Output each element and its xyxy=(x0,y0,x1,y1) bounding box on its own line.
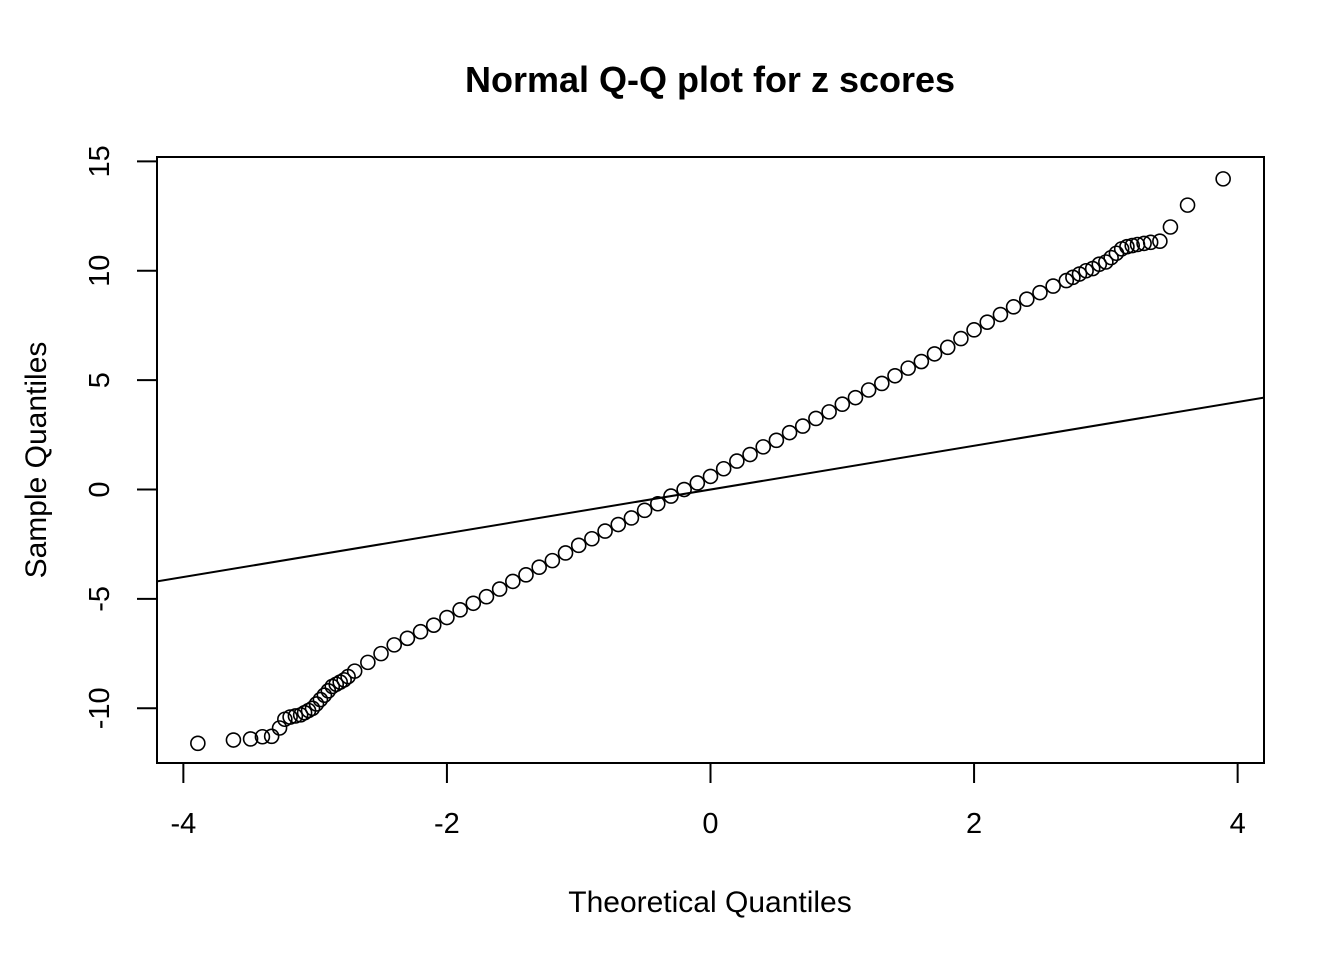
data-point xyxy=(939,339,956,356)
data-point xyxy=(452,602,468,618)
data-point xyxy=(649,495,666,512)
data-point xyxy=(887,367,903,384)
data-point xyxy=(225,732,242,748)
data-point xyxy=(190,735,206,752)
data-point xyxy=(1098,254,1114,270)
data-point xyxy=(979,314,996,330)
x-tick-label: 2 xyxy=(966,808,982,840)
y-tick-label: 15 xyxy=(84,145,116,177)
data-point xyxy=(439,609,455,626)
data-point xyxy=(557,545,574,561)
data-point xyxy=(1119,238,1135,255)
data-point xyxy=(1091,256,1108,272)
data-point xyxy=(1152,233,1168,250)
data-point xyxy=(610,516,627,533)
data-point xyxy=(518,567,534,583)
plot-area: -4 -2 0 2 4 -10 -5 0 5 10 15 xyxy=(84,145,1265,840)
data-point xyxy=(336,672,352,688)
data-point xyxy=(821,404,837,420)
y-tick-label: 5 xyxy=(84,372,116,388)
data-point xyxy=(1162,219,1179,235)
x-tick-label: -4 xyxy=(170,808,196,840)
data-point xyxy=(729,453,745,469)
x-axis-title: Theoretical Quantiles xyxy=(568,886,851,919)
data-point xyxy=(544,552,561,569)
data-point xyxy=(1142,234,1159,251)
data-point xyxy=(715,460,732,477)
data-point xyxy=(412,623,429,640)
data-point xyxy=(316,687,333,703)
data-point xyxy=(282,709,298,725)
data-point xyxy=(663,488,679,504)
data-point xyxy=(254,728,271,745)
data-point xyxy=(1136,235,1152,252)
data-point xyxy=(597,523,613,539)
data-point xyxy=(860,382,877,398)
data-point xyxy=(308,696,325,712)
data-point xyxy=(271,720,288,736)
data-point xyxy=(425,617,442,633)
data-point xyxy=(913,353,930,370)
data-point xyxy=(847,389,864,406)
data-point xyxy=(584,530,600,547)
data-point xyxy=(312,691,329,708)
plot-frame xyxy=(156,156,1265,764)
data-point xyxy=(834,396,851,413)
data-point xyxy=(1018,291,1035,308)
y-tick-label: -5 xyxy=(84,586,116,612)
data-point xyxy=(742,446,758,463)
data-point xyxy=(399,630,416,647)
data-point xyxy=(1103,249,1119,266)
data-point xyxy=(874,375,890,392)
data-point xyxy=(623,510,640,526)
data-point xyxy=(755,439,772,455)
data-point xyxy=(808,410,824,427)
data-point xyxy=(1032,284,1048,301)
data-point xyxy=(346,663,363,679)
data-point xyxy=(1215,171,1231,187)
data-point xyxy=(263,728,280,745)
data-point xyxy=(794,418,811,434)
data-point xyxy=(1005,299,1022,315)
data-point xyxy=(465,595,482,612)
data-point xyxy=(242,731,259,747)
data-point xyxy=(478,588,495,605)
y-tick-label: 10 xyxy=(84,255,116,287)
data-point xyxy=(768,432,785,449)
data-point xyxy=(702,468,719,485)
data-point xyxy=(636,502,653,519)
data-point xyxy=(491,581,508,597)
data-point xyxy=(304,700,321,717)
x-tick-label: 0 xyxy=(702,808,718,840)
data-point xyxy=(781,424,798,441)
data-point xyxy=(1045,278,1061,294)
reference-line xyxy=(157,396,1264,583)
x-tick-label: 4 xyxy=(1230,808,1246,840)
x-tick-label: -2 xyxy=(434,808,460,840)
data-point xyxy=(689,475,706,491)
data-point xyxy=(1179,197,1196,213)
data-point xyxy=(360,654,376,671)
y-tick-label: 0 xyxy=(84,481,116,497)
data-point xyxy=(966,322,982,338)
chart-title: Normal Q-Q plot for z scores xyxy=(465,59,955,100)
data-point xyxy=(531,559,547,575)
data-point xyxy=(676,481,692,498)
data-point xyxy=(287,708,304,724)
y-tick-label: -10 xyxy=(84,687,116,729)
data-point xyxy=(900,360,916,376)
data-point xyxy=(1078,262,1094,279)
data-point xyxy=(386,637,403,653)
data-point xyxy=(953,330,969,347)
data-point xyxy=(926,346,943,362)
data-point xyxy=(570,537,587,554)
data-point xyxy=(1124,237,1141,254)
y-axis-title: Sample Quantiles xyxy=(20,342,53,579)
data-point xyxy=(992,306,1009,323)
data-point xyxy=(505,573,521,590)
data-point xyxy=(373,645,389,662)
